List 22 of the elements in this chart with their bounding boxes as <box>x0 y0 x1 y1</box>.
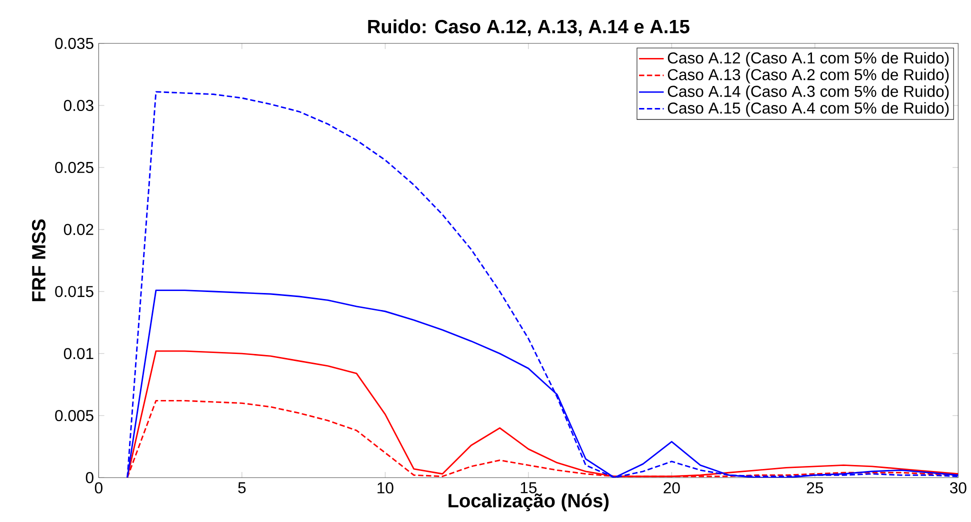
chart-title: Ruido: Caso A.12, A.13, A.14 e A.15 <box>368 19 690 36</box>
y-tick-label: 0.035 <box>55 38 94 49</box>
y-tick-label: 0.01 <box>64 348 94 360</box>
x-tick-label: 5 <box>238 482 246 494</box>
legend-label: Caso A.12 (Caso A.1 com 5% de Ruido) <box>668 52 949 67</box>
x-tick-label: 20 <box>664 482 680 494</box>
legend-label: Caso A.13 (Caso A.2 com 5% de Ruido) <box>668 68 949 84</box>
y-tick-label: 0.025 <box>55 162 94 174</box>
y-axis-title: FRF MSS <box>32 219 46 302</box>
y-tick-label: 0.015 <box>55 286 94 298</box>
x-tick-label: 25 <box>806 482 824 494</box>
y-tick-label: 0.005 <box>55 410 94 422</box>
x-tick-label: 10 <box>378 482 394 494</box>
y-tick-label: 0.02 <box>64 224 94 236</box>
legend-label: Caso A.14 (Caso A.3 com 5% de Ruido) <box>668 85 949 100</box>
x-tick-label: 30 <box>950 482 966 494</box>
x-tick-label: 15 <box>520 482 537 494</box>
y-tick-label: 0.03 <box>64 100 94 112</box>
x-axis-title: Localização (Nós) <box>448 493 609 512</box>
y-tick-label: 0 <box>86 472 94 484</box>
legend-label: Caso A.15 (Caso A.4 com 5% de Ruido) <box>668 102 949 117</box>
x-tick-label: 0 <box>94 482 102 494</box>
